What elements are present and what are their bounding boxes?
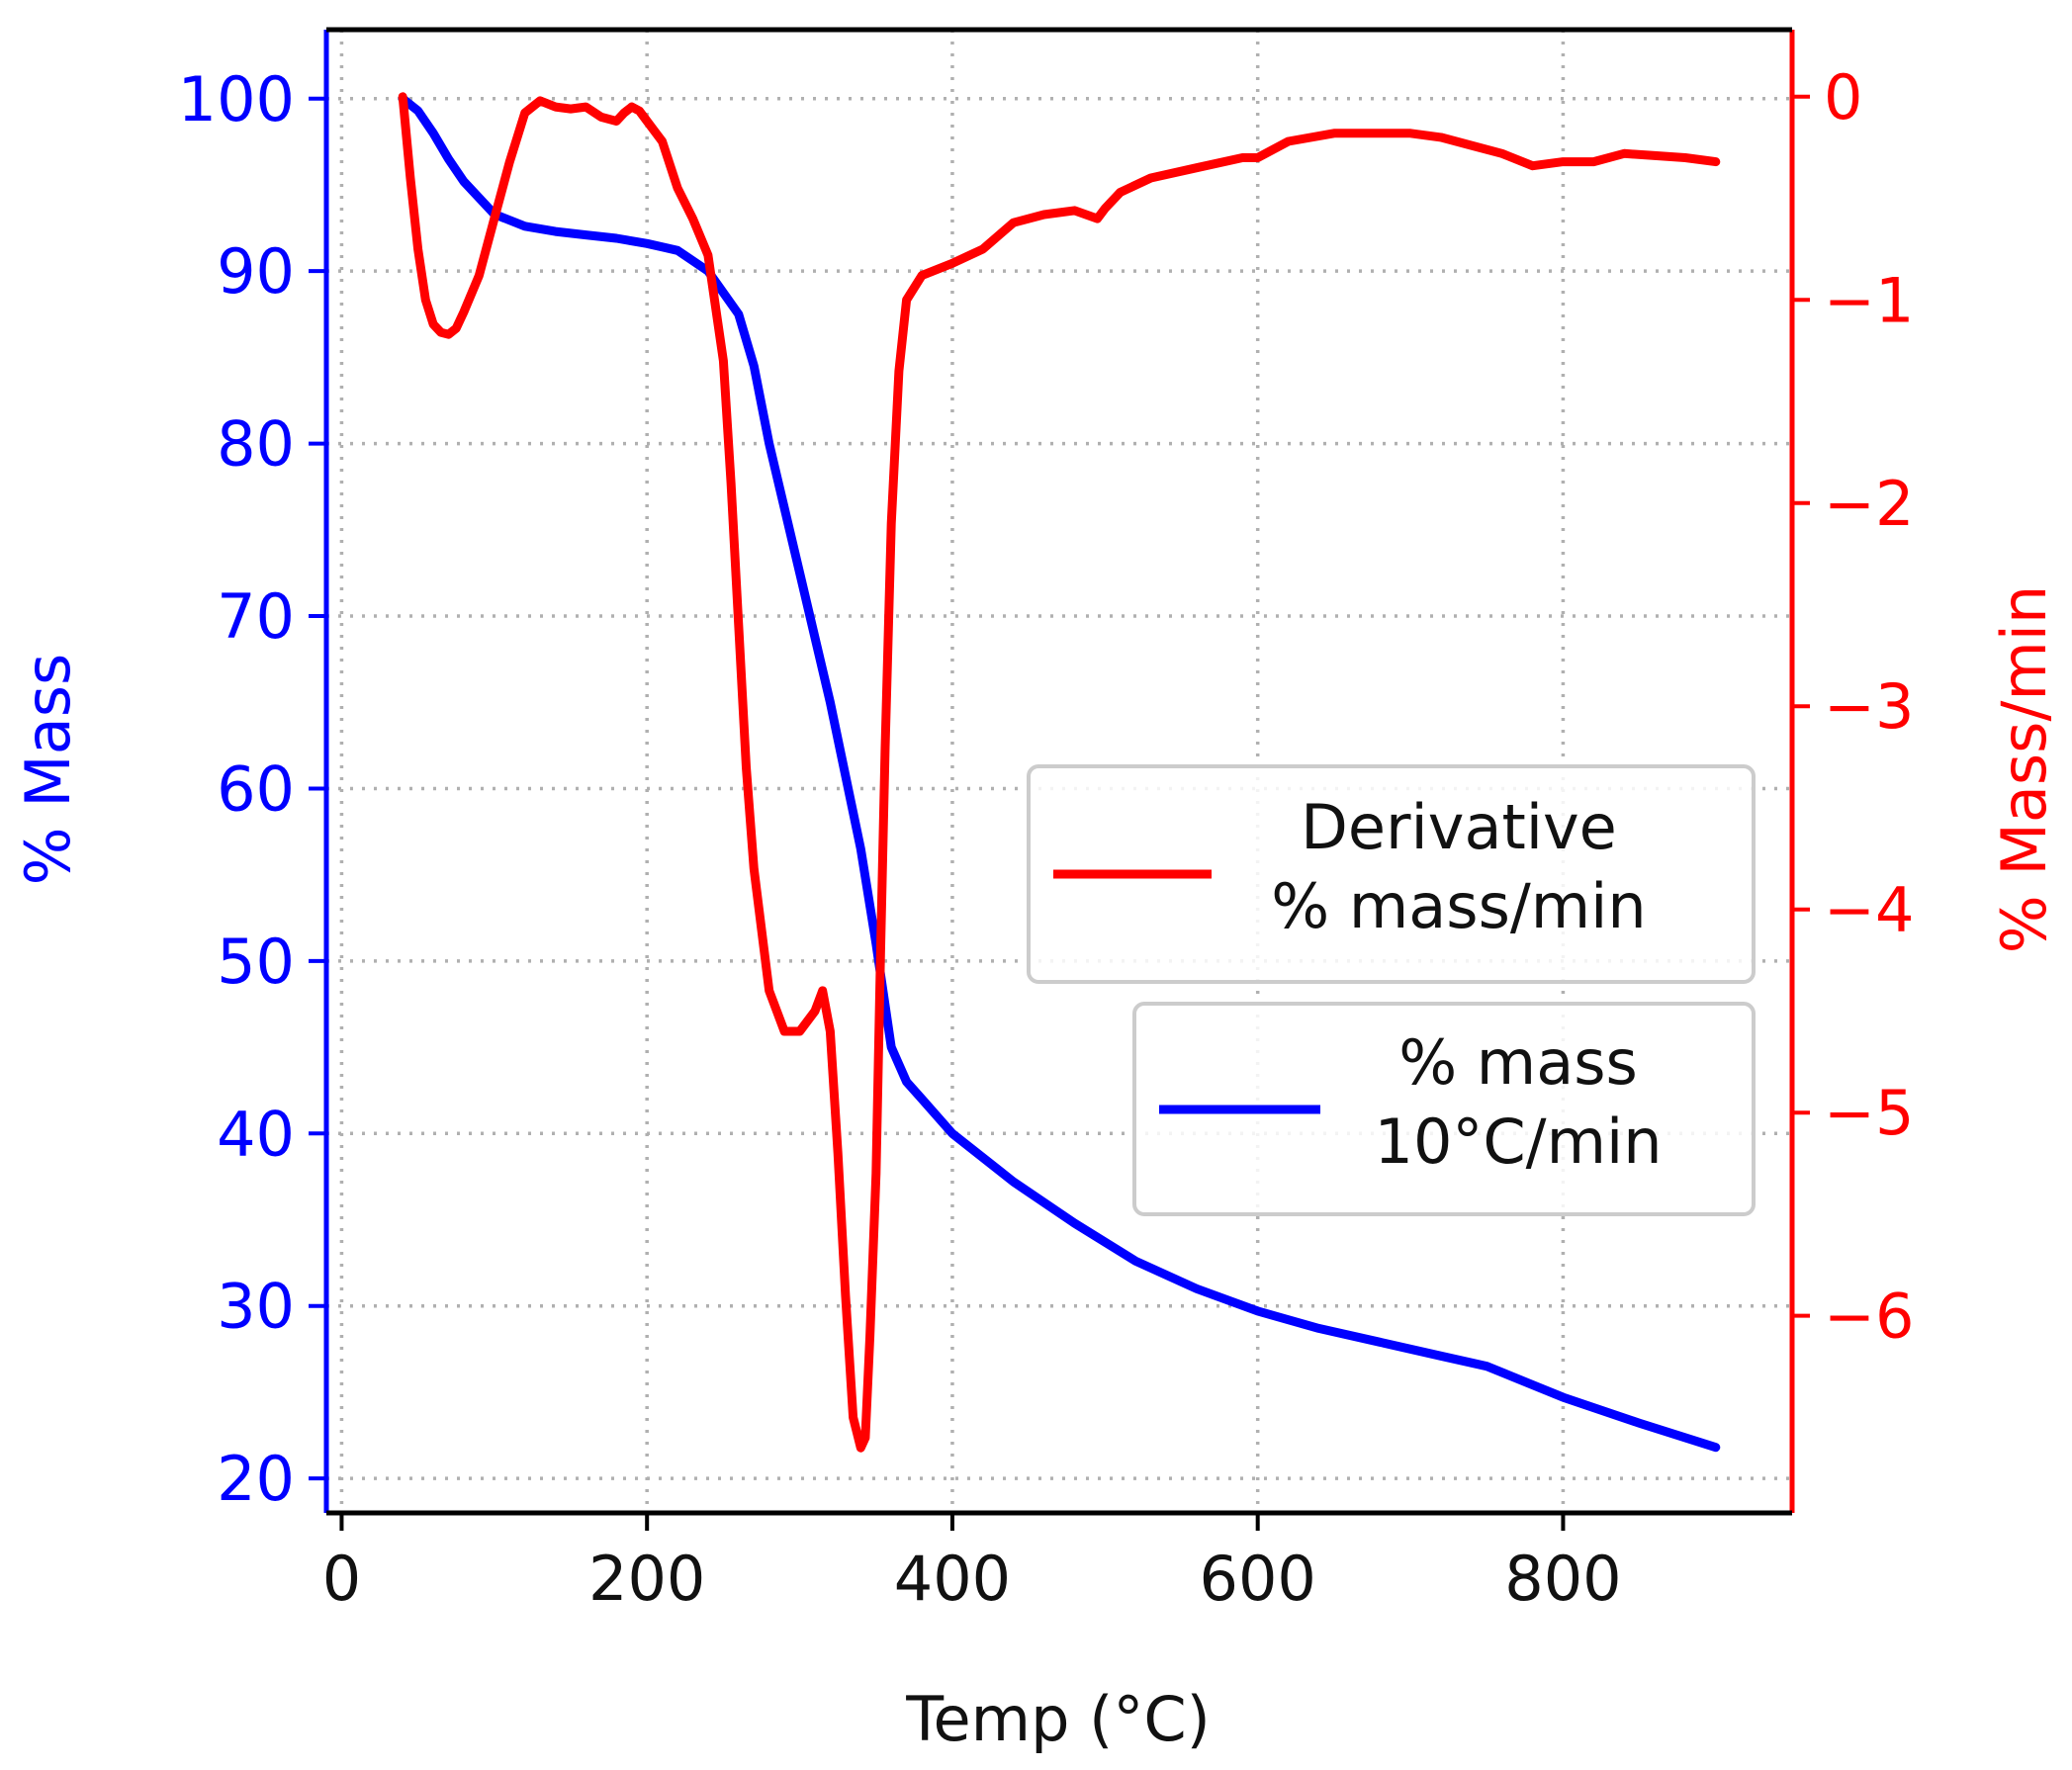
right-y-tick-label: −5	[1824, 1077, 1914, 1149]
legend-mass-box	[1132, 1002, 1756, 1216]
x-tick-label: 200	[588, 1543, 705, 1615]
right-y-tick-label: −3	[1824, 670, 1914, 743]
right-y-tick-label: −2	[1824, 468, 1914, 540]
x-tick-label: 0	[322, 1543, 361, 1615]
left-y-tick-label: 50	[217, 926, 295, 998]
legend-mass-line-1: % mass	[1398, 1026, 1638, 1099]
left-y-tick-label: 70	[217, 580, 295, 653]
right-y-tick-label: 0	[1824, 61, 1862, 133]
x-tick-label: 400	[894, 1543, 1011, 1615]
series-layer	[398, 92, 1721, 1453]
right-y-axis-title: % Mass/min	[1988, 585, 2060, 954]
legend-derivative: Derivative % mass/min	[1027, 764, 1756, 984]
legend-derivative-box	[1027, 764, 1756, 984]
right-y-tick-label: −4	[1824, 874, 1914, 946]
legend-mass-line-2: 10°C/min	[1375, 1106, 1663, 1178]
left-y-tick-label: 60	[217, 752, 295, 825]
x-tick-label: 600	[1200, 1543, 1316, 1615]
x-axis-title: Temp (°C)	[905, 1683, 1211, 1755]
right-y-tick-label: −6	[1824, 1281, 1914, 1353]
left-y-tick-label: 80	[217, 408, 295, 481]
right-y-tick-label: −1	[1824, 264, 1914, 336]
grid	[326, 30, 1792, 1513]
series-line-derivative	[398, 92, 1721, 1453]
x-tick-label: 800	[1504, 1543, 1621, 1615]
left-y-axis-title: % Mass	[12, 654, 84, 886]
series-line-mass	[398, 94, 1721, 1453]
left-y-tick-label: 100	[178, 63, 295, 135]
legend-derivative-line-1: Derivative	[1301, 791, 1617, 863]
left-y-tick-label: 90	[217, 235, 295, 308]
left-y-tick-label: 40	[217, 1098, 295, 1170]
left-y-tick-label: 30	[217, 1271, 295, 1343]
tick-labels: 0 200 400 600 800 20 30 40 50 60 70 80 90 100 0 −1 −2 −3 −…	[178, 61, 1915, 1615]
legend-mass: % mass 10°C/min	[1132, 1002, 1756, 1216]
left-y-tick-label: 20	[217, 1443, 295, 1515]
legend-derivative-line-2: % mass/min	[1271, 870, 1646, 942]
axes	[323, 27, 1795, 1516]
